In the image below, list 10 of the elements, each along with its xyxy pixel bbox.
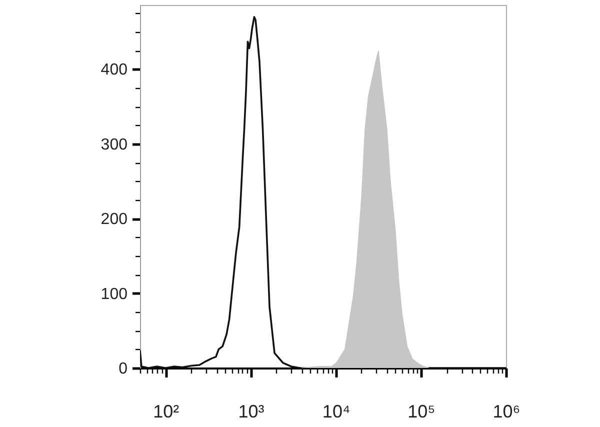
x-tick-label: 10² [153,402,180,422]
y-tick-label: 200 [100,211,128,228]
y-tick-label: 300 [100,136,128,154]
x-tick-label: 10⁵ [408,402,436,422]
x-tick-label: 10⁴ [322,402,350,422]
y-tick-label: 0 [118,360,128,378]
x-tick-label: 10⁶ [492,402,520,422]
y-tick-label: 400 [100,62,128,79]
x-tick-label: 10³ [238,402,264,422]
y-tick-label: 100 [100,286,128,303]
